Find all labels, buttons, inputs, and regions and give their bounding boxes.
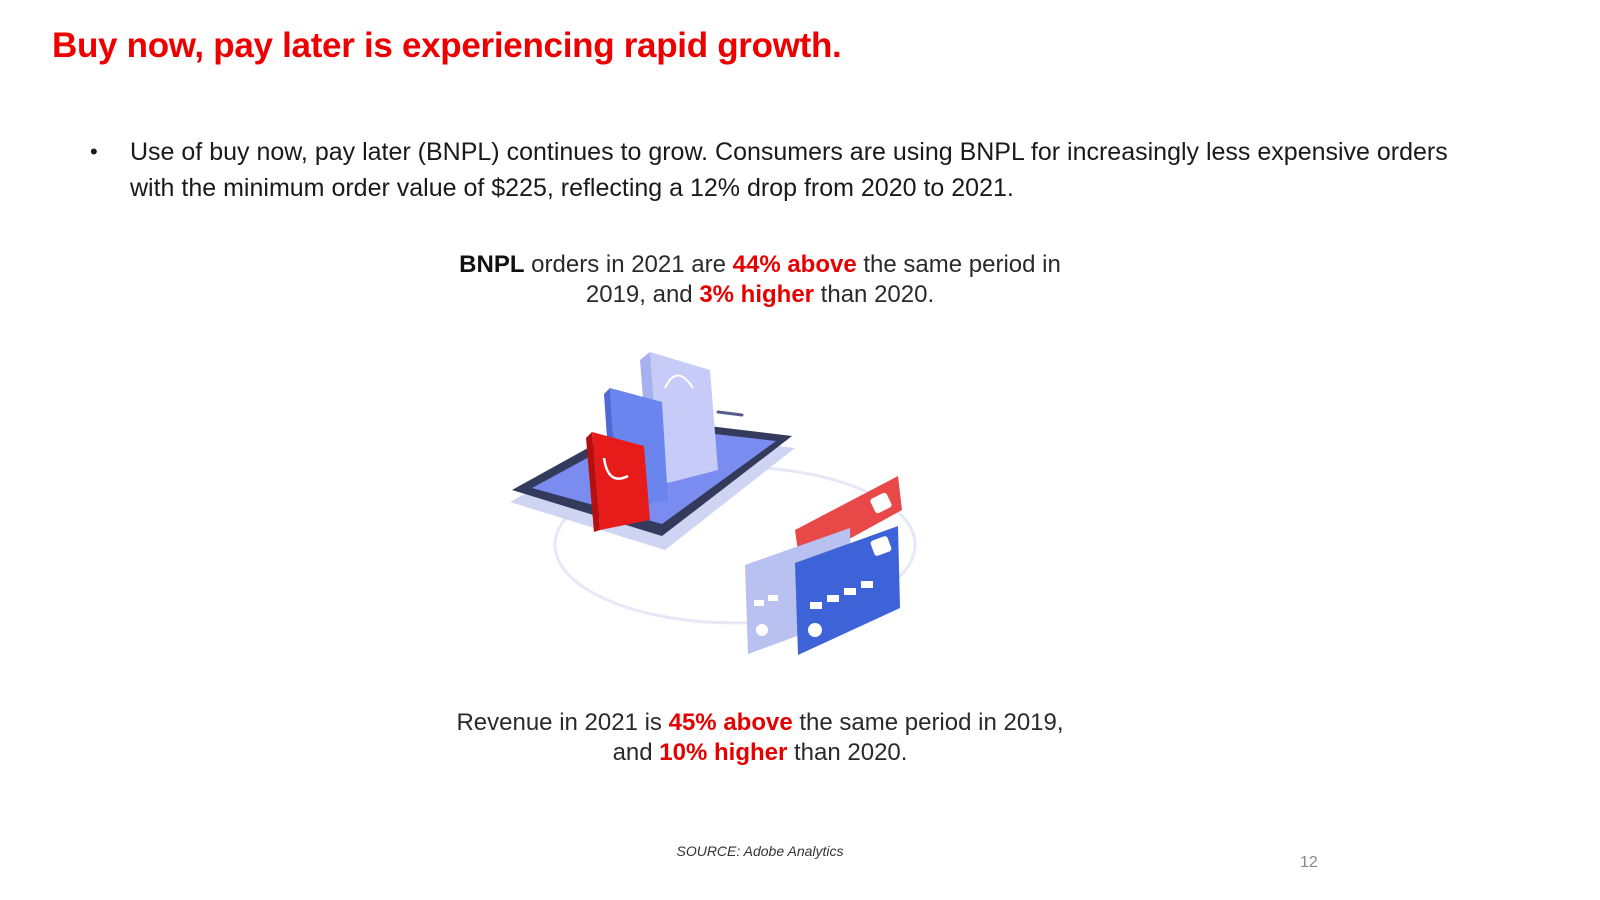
revenue-highlight-45: 45% above <box>668 709 793 736</box>
bullet-point: • Use of buy now, pay later (BNPL) conti… <box>90 134 1490 206</box>
orders-stat: BNPL orders in 2021 are 44% above the sa… <box>440 250 1080 310</box>
phone-shopping-bags-credit-cards-illustration <box>510 352 917 655</box>
bnpl-label: BNPL <box>459 251 525 278</box>
revenue-stat-text-3: than 2020. <box>787 739 908 766</box>
credit-cards-icon <box>745 476 902 655</box>
source-note: SOURCE: Adobe Analytics <box>676 843 844 859</box>
revenue-highlight-10: 10% higher <box>659 739 788 766</box>
orders-stat-text-1: orders in 2021 are <box>524 251 733 278</box>
orders-highlight-44: 44% above <box>732 251 857 278</box>
bullet-text: Use of buy now, pay later (BNPL) continu… <box>130 138 1448 202</box>
revenue-stat-text-2: the same period in 2019, and <box>612 709 1064 766</box>
page-number: 12 <box>1300 854 1318 871</box>
orders-highlight-3: 3% higher <box>699 281 815 308</box>
orders-stat-text-2: the same period in 2019, and <box>585 251 1061 308</box>
revenue-stat-text-1: Revenue in 2021 is <box>456 709 669 736</box>
slide-title: Buy now, pay later is experiencing rapid… <box>52 26 842 65</box>
revenue-stat: Revenue in 2021 is 45% above the same pe… <box>440 708 1080 768</box>
bullet-marker: • <box>90 139 98 164</box>
shopping-bags-icon <box>586 352 718 532</box>
orders-stat-text-3: than 2020. <box>814 281 935 308</box>
